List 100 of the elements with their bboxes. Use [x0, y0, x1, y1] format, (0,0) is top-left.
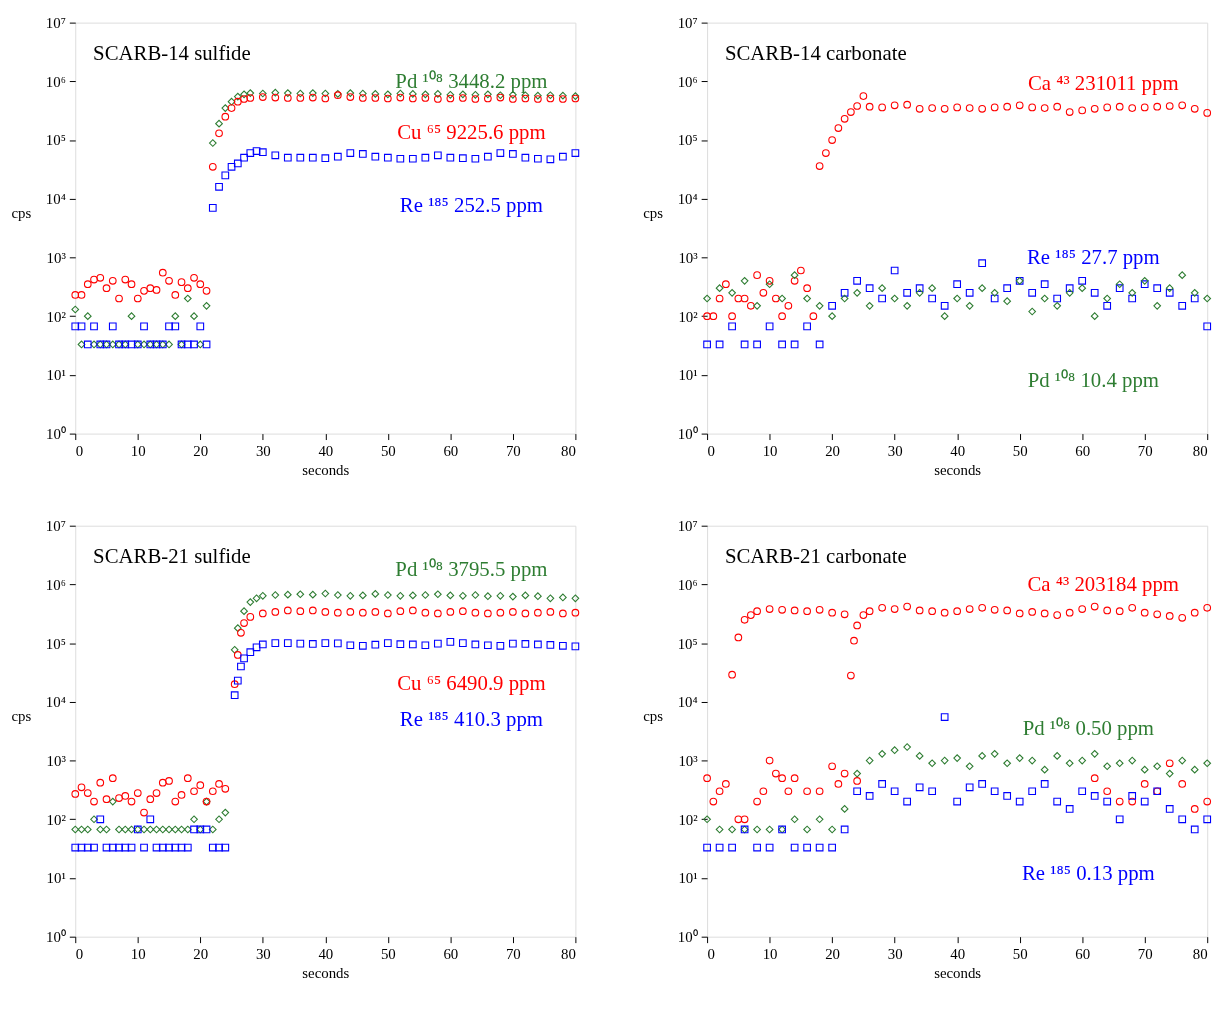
point	[534, 592, 542, 601]
point	[115, 843, 123, 852]
point	[177, 278, 186, 286]
point	[1140, 608, 1149, 617]
point	[421, 90, 430, 99]
point	[240, 607, 248, 616]
point	[1203, 109, 1212, 117]
point	[83, 312, 92, 321]
point	[90, 797, 98, 806]
y-tick-label: 10²	[678, 308, 699, 325]
point	[83, 843, 92, 852]
point	[158, 778, 167, 787]
point	[190, 312, 198, 321]
point	[1115, 759, 1124, 768]
point	[1015, 101, 1024, 110]
series-label: Ca ⁴³ 203184 ppm	[1027, 572, 1179, 597]
point	[571, 149, 580, 157]
point	[483, 94, 492, 103]
point	[534, 608, 542, 617]
point	[383, 609, 392, 618]
point	[408, 606, 417, 615]
point	[158, 825, 167, 834]
text: SCARB-14 sulfide	[93, 41, 251, 65]
y-tick-label: 10³	[46, 249, 67, 266]
point	[1028, 307, 1037, 316]
point	[834, 124, 843, 132]
point	[177, 791, 186, 799]
point	[115, 794, 123, 802]
point	[483, 592, 492, 601]
point	[140, 825, 148, 834]
point	[815, 162, 824, 170]
point	[496, 608, 505, 617]
point	[196, 781, 205, 790]
point	[903, 288, 912, 297]
x-tick-label: 20	[193, 442, 209, 459]
point	[878, 780, 887, 788]
point	[90, 322, 98, 331]
x-tick-label: 40	[950, 442, 966, 459]
point	[815, 301, 824, 310]
point	[546, 641, 555, 649]
y-tick-label: 10¹	[46, 367, 66, 384]
point	[408, 90, 417, 98]
point	[746, 301, 755, 310]
point	[96, 825, 105, 834]
point	[740, 815, 749, 824]
point	[1115, 284, 1124, 293]
point	[803, 607, 811, 616]
x-tick-label: 0	[75, 442, 84, 459]
point	[990, 294, 999, 303]
point	[828, 843, 836, 852]
point	[703, 774, 711, 783]
point	[1203, 294, 1212, 303]
point	[803, 284, 811, 293]
point	[765, 843, 774, 852]
point	[1203, 603, 1212, 612]
point	[865, 792, 874, 800]
point	[1078, 605, 1087, 613]
point	[71, 305, 80, 314]
point	[71, 843, 80, 852]
point	[446, 638, 455, 646]
point	[90, 843, 98, 852]
point	[715, 294, 724, 303]
point	[847, 108, 855, 116]
point	[803, 322, 811, 331]
point	[965, 762, 974, 771]
point	[828, 312, 836, 321]
point	[171, 312, 180, 321]
point	[258, 148, 267, 157]
point	[471, 154, 480, 163]
point	[71, 291, 80, 299]
point	[790, 276, 799, 285]
point	[171, 825, 180, 834]
point	[840, 114, 849, 123]
point	[703, 312, 711, 321]
point	[190, 825, 198, 834]
point	[703, 340, 711, 349]
point	[1015, 609, 1024, 618]
point	[458, 639, 467, 647]
x-tick-label: 0	[707, 442, 716, 459]
point	[753, 825, 761, 834]
point	[940, 301, 949, 310]
point	[308, 606, 317, 615]
point	[1203, 815, 1212, 824]
point	[471, 591, 480, 599]
point	[383, 639, 392, 647]
x-tick-label: 30	[255, 442, 271, 459]
point	[853, 102, 861, 110]
point	[753, 607, 761, 616]
point	[940, 312, 949, 321]
x-tick-label: 70	[1137, 442, 1153, 459]
point	[240, 153, 248, 162]
point	[230, 691, 239, 700]
point	[728, 322, 736, 331]
point	[1128, 797, 1137, 806]
point	[1040, 294, 1049, 303]
point	[1178, 271, 1187, 280]
point	[978, 104, 987, 113]
point	[77, 825, 86, 834]
point	[571, 642, 580, 651]
point	[296, 590, 305, 599]
